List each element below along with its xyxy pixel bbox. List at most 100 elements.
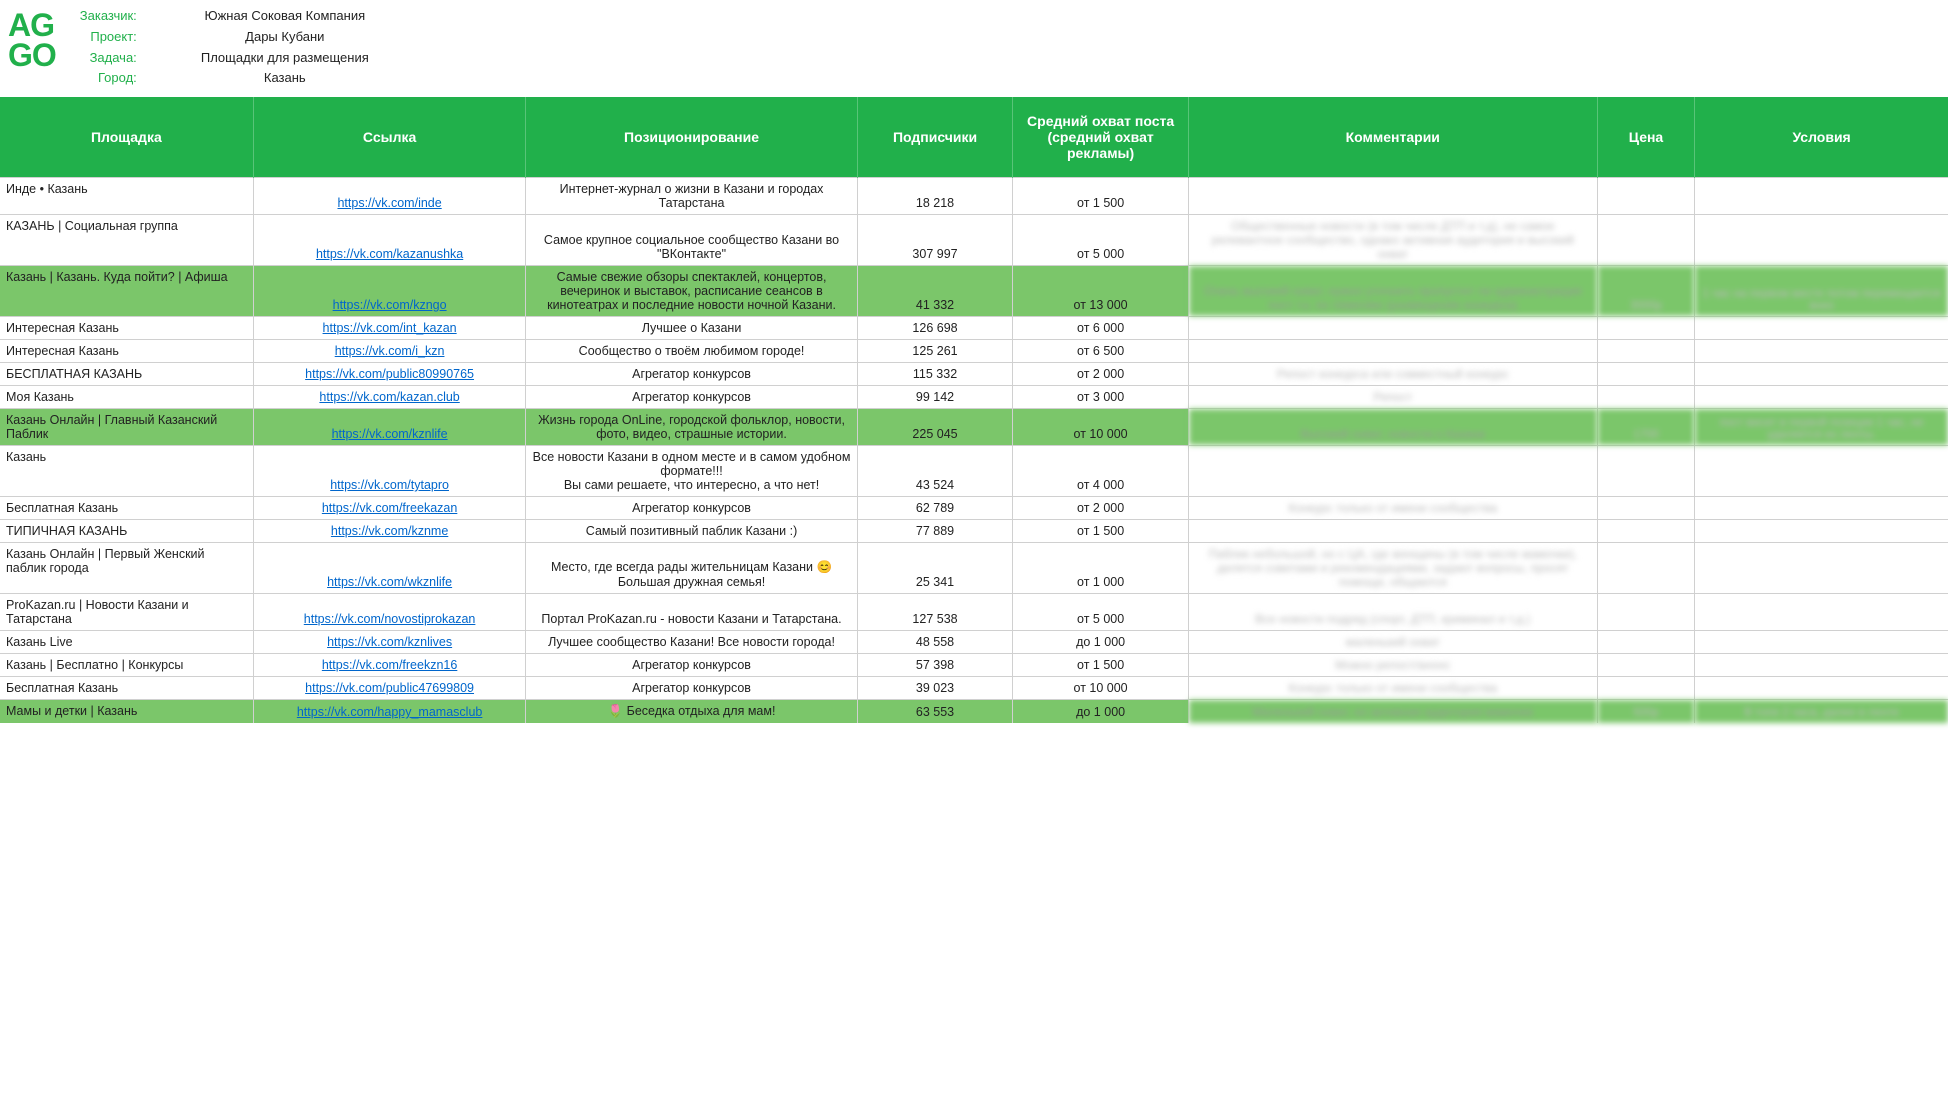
vk-link[interactable]: https://vk.com/wkznlife <box>327 575 452 589</box>
cell-link: https://vk.com/kazanushka <box>253 215 526 266</box>
cell-subs: 41 332 <box>857 266 1013 317</box>
cell-reach: до 1 000 <box>1013 700 1188 724</box>
vk-link[interactable]: https://vk.com/tytapro <box>330 478 449 492</box>
vk-link[interactable]: https://vk.com/kzngo <box>333 298 447 312</box>
cell-conditions <box>1695 520 1948 543</box>
table-row: Интересная Казаньhttps://vk.com/int_kaza… <box>0 317 1948 340</box>
cell-link: https://vk.com/freekazan <box>253 497 526 520</box>
vk-link[interactable]: https://vk.com/kazanushka <box>316 247 463 261</box>
cell-subs: 126 698 <box>857 317 1013 340</box>
cell-comments: Репост <box>1188 386 1597 409</box>
table-row: Бесплатная Казаньhttps://vk.com/public47… <box>0 677 1948 700</box>
cell-link: https://vk.com/inde <box>253 178 526 215</box>
vk-link[interactable]: https://vk.com/novostiprokazan <box>304 612 476 626</box>
cell-platform: Казань Онлайн | Главный Казанский Паблик <box>0 409 253 446</box>
vk-link[interactable]: https://vk.com/kazan.club <box>319 390 459 404</box>
cell-subs: 25 341 <box>857 543 1013 594</box>
cell-reach: от 2 000 <box>1013 497 1188 520</box>
cell-comments: Общественные новости (в том числе ДТП и … <box>1188 215 1597 266</box>
cell-position: Сообщество о твоём любимом городе! <box>526 340 857 363</box>
cell-reach: от 10 000 <box>1013 409 1188 446</box>
cell-position: Агрегатор конкурсов <box>526 497 857 520</box>
cell-price <box>1597 178 1694 215</box>
cell-reach: от 10 000 <box>1013 677 1188 700</box>
cell-reach: от 1 500 <box>1013 654 1188 677</box>
cell-reach: от 1 500 <box>1013 520 1188 543</box>
cell-link: https://vk.com/kznlife <box>253 409 526 446</box>
cell-price <box>1597 446 1694 497</box>
cell-reach: от 1 000 <box>1013 543 1188 594</box>
cell-subs: 99 142 <box>857 386 1013 409</box>
table-row: Мамы и детки | Казаньhttps://vk.com/happ… <box>0 700 1948 724</box>
cell-conditions <box>1695 677 1948 700</box>
cell-comments: Конкурс только от имени сообщества <box>1188 677 1597 700</box>
col-header-platform: Площадка <box>0 97 253 178</box>
vk-link[interactable]: https://vk.com/public47699809 <box>305 681 474 695</box>
table-row: Казань | Бесплатно | Конкурсыhttps://vk.… <box>0 654 1948 677</box>
cell-subs: 39 023 <box>857 677 1013 700</box>
cell-link: https://vk.com/freekzn16 <box>253 654 526 677</box>
cell-position: Агрегатор конкурсов <box>526 654 857 677</box>
table-row: Казань Онлайн | Первый Женский паблик го… <box>0 543 1948 594</box>
cell-platform: Интересная Казань <box>0 340 253 363</box>
cell-price <box>1597 677 1694 700</box>
cell-comments: Репост конкурса или совместный конкурс <box>1188 363 1597 386</box>
vk-link[interactable]: https://vk.com/freekazan <box>322 501 457 515</box>
cell-link: https://vk.com/public47699809 <box>253 677 526 700</box>
cell-platform: БЕСПЛАТНАЯ КАЗАНЬ <box>0 363 253 386</box>
cell-reach: до 1 000 <box>1013 631 1188 654</box>
cell-conditions <box>1695 594 1948 631</box>
cell-platform: Бесплатная Казань <box>0 497 253 520</box>
cell-conditions <box>1695 340 1948 363</box>
cell-conditions <box>1695 317 1948 340</box>
cell-subs: 125 261 <box>857 340 1013 363</box>
table-row: Казань Онлайн | Главный Казанский Паблик… <box>0 409 1948 446</box>
cell-position: Место, где всегда рады жительницам Казан… <box>526 543 857 594</box>
cell-platform: ТИПИЧНАЯ КАЗАНЬ <box>0 520 253 543</box>
cell-price <box>1597 594 1694 631</box>
cell-subs: 115 332 <box>857 363 1013 386</box>
vk-link[interactable]: https://vk.com/kznlife <box>332 427 448 441</box>
meta-value-client: Южная Соковая Компания <box>155 6 415 27</box>
cell-price <box>1597 631 1694 654</box>
cell-position: Агрегатор конкурсов <box>526 386 857 409</box>
vk-link[interactable]: https://vk.com/kznme <box>331 524 448 538</box>
cell-position: Самые свежие обзоры спектаклей, концерто… <box>526 266 857 317</box>
table-row: БЕСПЛАТНАЯ КАЗАНЬ https://vk.com/public80… <box>0 363 1948 386</box>
cell-platform: КАЗАНЬ | Социальная группа <box>0 215 253 266</box>
cell-position: Все новости Казани в одном месте и в сам… <box>526 446 857 497</box>
col-header-comments: Комментарии <box>1188 97 1597 178</box>
table-header-row: Площадка Ссылка Позиционирование Подписч… <box>0 97 1948 178</box>
col-header-link: Ссылка <box>253 97 526 178</box>
vk-link[interactable]: https://vk.com/i_kzn <box>335 344 445 358</box>
table-row: ТИПИЧНАЯ КАЗАНЬhttps://vk.com/kznmeСамый… <box>0 520 1948 543</box>
cell-price <box>1597 317 1694 340</box>
cell-comments <box>1188 317 1597 340</box>
vk-link[interactable]: https://vk.com/public80990765 <box>305 367 474 381</box>
logo-line2: GO <box>8 40 56 70</box>
meta-value-city: Казань <box>155 68 415 89</box>
vk-link[interactable]: https://vk.com/int_kazan <box>323 321 457 335</box>
cell-reach: от 6 000 <box>1013 317 1188 340</box>
vk-link[interactable]: https://vk.com/happy_mamasclub <box>297 705 483 719</box>
vk-link[interactable]: https://vk.com/freekzn16 <box>322 658 457 672</box>
placement-table: Площадка Ссылка Позиционирование Подписч… <box>0 97 1948 723</box>
logo: AG GO <box>8 4 56 71</box>
cell-conditions <box>1695 446 1948 497</box>
cell-subs: 43 524 <box>857 446 1013 497</box>
cell-price <box>1597 543 1694 594</box>
meta-values: Южная Соковая Компания Дары Кубани Площа… <box>155 6 415 89</box>
vk-link[interactable]: https://vk.com/kznlives <box>327 635 452 649</box>
cell-comments <box>1188 520 1597 543</box>
cell-conditions <box>1695 178 1948 215</box>
meta-label-project: Проект: <box>80 27 137 48</box>
cell-reach: от 4 000 <box>1013 446 1188 497</box>
cell-link: https://vk.com/wkznlife <box>253 543 526 594</box>
cell-platform: Казань | Казань. Куда пойти? | Афиша <box>0 266 253 317</box>
cell-link: https://vk.com/int_kazan <box>253 317 526 340</box>
cell-conditions <box>1695 215 1948 266</box>
meta-label-city: Город: <box>80 68 137 89</box>
col-header-position: Позиционирование <box>526 97 857 178</box>
vk-link[interactable]: https://vk.com/inde <box>337 196 441 210</box>
meta-value-task: Площадки для размещения <box>155 48 415 69</box>
